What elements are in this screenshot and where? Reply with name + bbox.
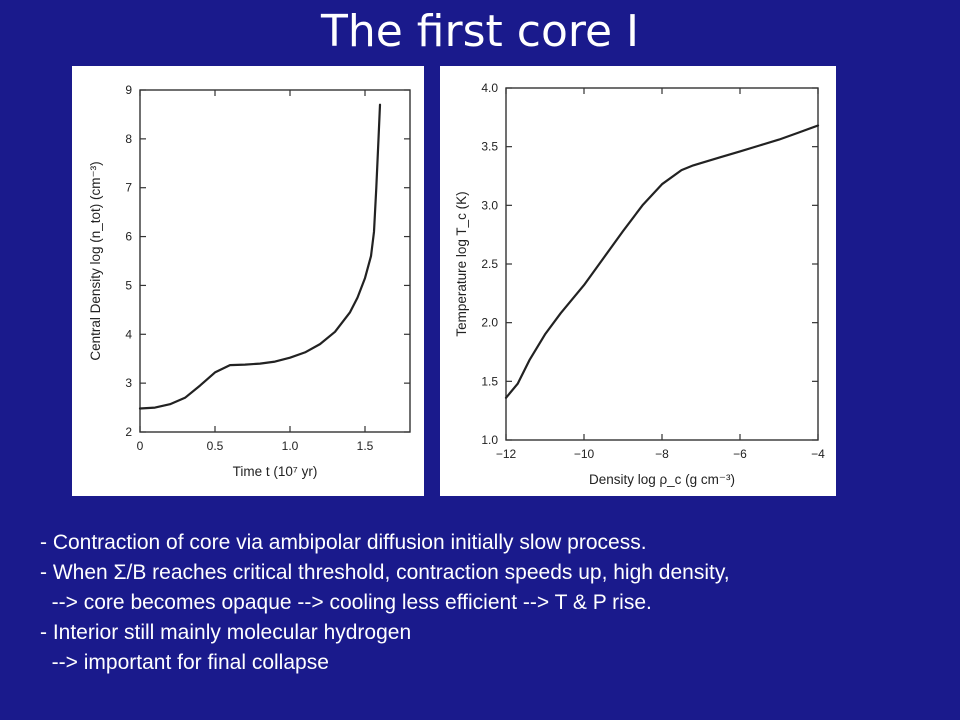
x-tick-label: 1.0 (282, 439, 299, 453)
x-tick-label: −4 (811, 447, 825, 461)
bullet-item: - Interior still mainly molecular hydrog… (40, 621, 412, 644)
x-tick-label: 0.5 (207, 439, 224, 453)
x-tick-label: 1.5 (357, 439, 374, 453)
y-tick-label: 4.0 (481, 81, 498, 95)
series-line (504, 124, 820, 399)
plot-frame (139, 89, 411, 433)
x-tick-label: −12 (496, 447, 517, 461)
y-tick-label: 4 (125, 327, 132, 341)
y-tick-label: 3.5 (481, 140, 498, 154)
y-tick-label: 8 (125, 132, 132, 146)
x-tick-label: −8 (655, 447, 669, 461)
density-time-chart-panel: 0 0.5 1.0 1.5 2 3 4 5 6 7 8 9 Time t (10⁷ yr) Central… (72, 66, 424, 496)
y-tick-label: 1.0 (481, 433, 498, 447)
bullet-item: --> important for final collapse (40, 651, 329, 674)
y-axis-label: Central Density log (n_tot) (cm⁻³) (88, 161, 103, 360)
x-tick-label: 0 (137, 439, 144, 453)
density-time-chart: 0 0.5 1.0 1.5 2 3 4 5 6 7 8 9 Time t (10⁷ yr) Central… (88, 83, 411, 479)
y-tick-label: 2.5 (481, 257, 498, 271)
x-tick-label: −10 (574, 447, 595, 461)
bullet-item: - When Σ/B reaches critical threshold, c… (40, 561, 730, 584)
y-axis-label: Temperature log T_c (K) (454, 191, 469, 336)
bullet-item: - Contraction of core via ambipolar diff… (40, 531, 647, 554)
y-tick-label: 3 (125, 376, 132, 390)
y-tick-label: 1.5 (481, 374, 498, 388)
y-tick-label: 3.0 (481, 198, 498, 212)
bullet-item: --> core becomes opaque --> cooling less… (40, 591, 652, 614)
y-tick-label: 5 (125, 278, 132, 292)
temperature-density-chart: −12 −10 −8 −6 −4 1.0 1.5 2.0 2.5 3.0 3.5 4.0 Density… (454, 81, 825, 487)
x-axis-label: Density log ρ_c (g cm⁻³) (589, 472, 735, 487)
y-tick-label: 6 (125, 230, 132, 244)
y-tick-label: 7 (125, 181, 132, 195)
x-axis-label: Time t (10⁷ yr) (233, 464, 318, 479)
series-line (138, 103, 382, 410)
slide-title: The first core I (320, 6, 640, 57)
y-tick-label: 2.0 (481, 316, 498, 330)
plot-frame (505, 87, 819, 441)
y-tick-label: 2 (125, 425, 132, 439)
x-tick-label: −6 (733, 447, 747, 461)
temperature-density-chart-panel: −12 −10 −8 −6 −4 1.0 1.5 2.0 2.5 3.0 3.5 4.0 Density… (440, 66, 836, 496)
bullet-list: - Contraction of core via ambipolar diff… (40, 528, 940, 678)
y-tick-label: 9 (125, 83, 132, 97)
